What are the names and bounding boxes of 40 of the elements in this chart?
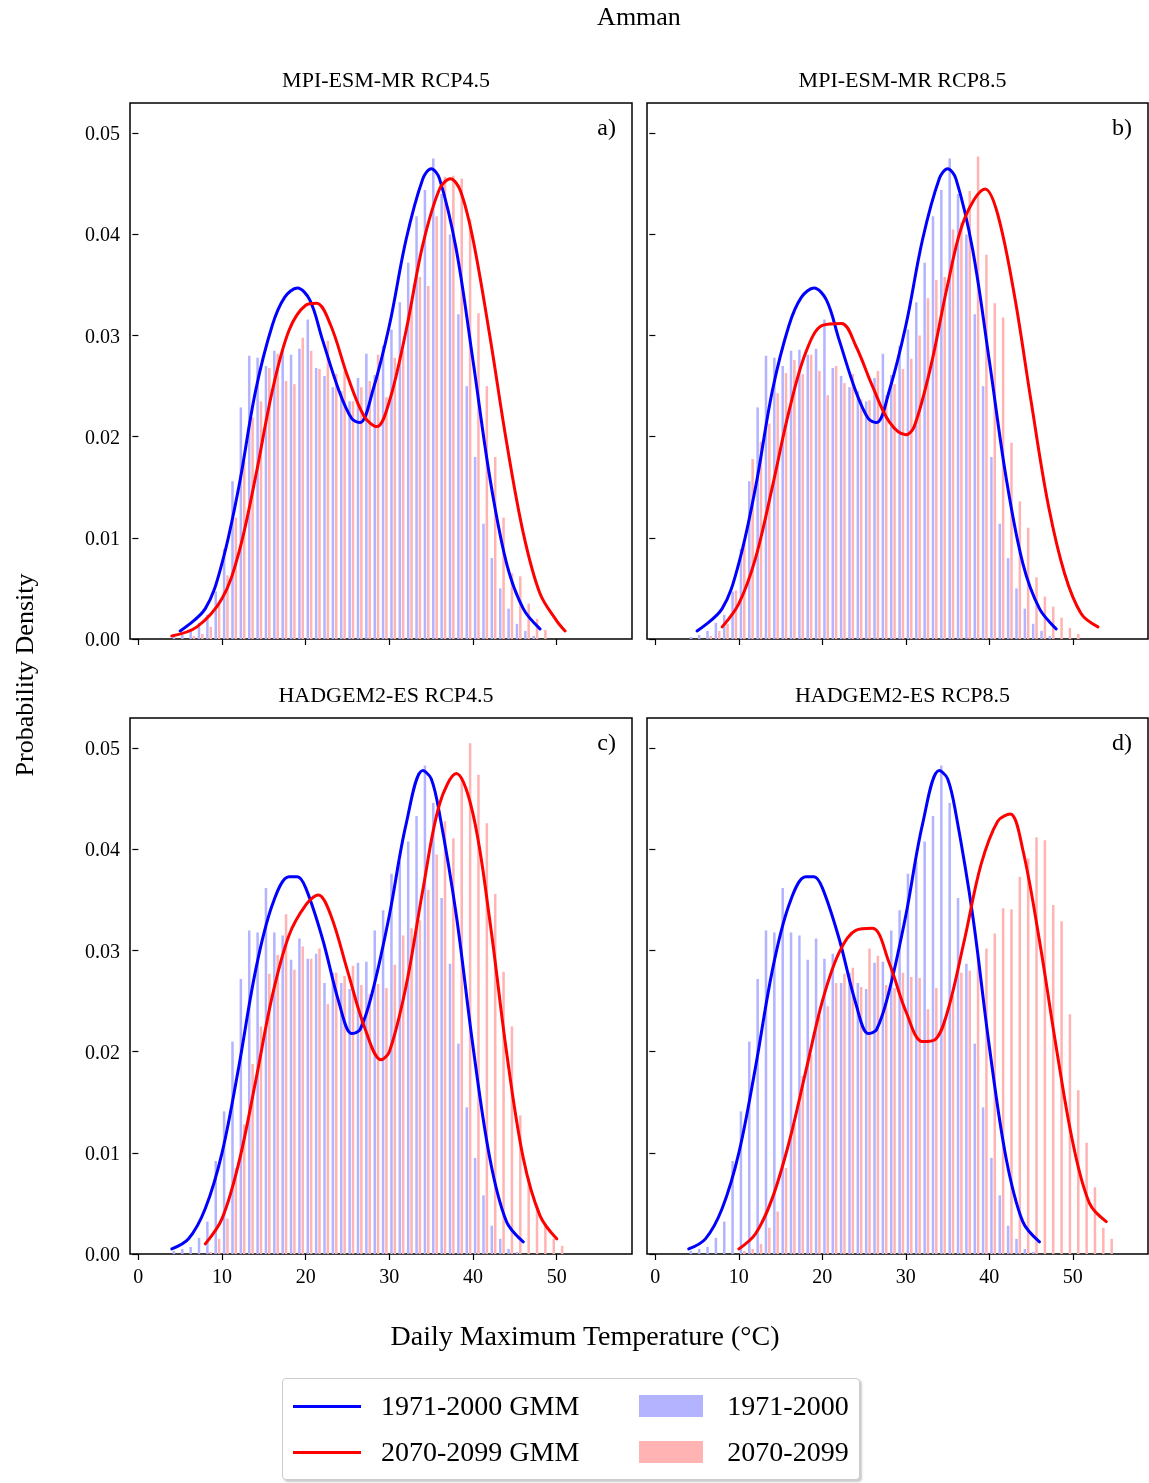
y-tick-label: 0.00 <box>85 1243 120 1265</box>
y-tick-label: 0.01 <box>85 1141 120 1164</box>
y-tick-label: 0.02 <box>85 1040 120 1063</box>
legend-label: 1971-2000 GMM <box>381 1390 580 1422</box>
x-tick-label: 40 <box>463 1265 484 1287</box>
y-tick-label: 0.04 <box>85 223 120 246</box>
chart-title: HADGEM2-ES RCP8.5 <box>794 681 1011 707</box>
x-tick-label: 0 <box>133 1265 144 1287</box>
line-series <box>170 769 525 1251</box>
x-tick-label: 10 <box>728 1265 749 1287</box>
chart-title: MPI-ESM-MR RCP8.5 <box>798 66 1007 92</box>
x-tick-label: 10 <box>212 1265 233 1287</box>
annotation: d) <box>1112 729 1133 755</box>
legend-label: 1971-2000 <box>727 1390 849 1422</box>
chart-title: HADGEM2-ES RCP4.5 <box>278 681 494 707</box>
x-tick-label: 40 <box>979 1265 1000 1287</box>
legend-label: 2070-2099 <box>727 1436 849 1468</box>
annotation: a) <box>597 114 617 140</box>
x-tick-label: 30 <box>379 1265 400 1287</box>
annotation: b) <box>1112 114 1133 140</box>
x-tick-label: 0 <box>650 1265 661 1287</box>
y-tick-label: 0.05 <box>85 122 120 145</box>
y-tick-label: 0.01 <box>85 526 120 549</box>
x-tick-label: 20 <box>295 1265 316 1287</box>
y-tick-label: 0.05 <box>85 737 120 760</box>
y-tick-label: 0.00 <box>85 628 120 650</box>
x-axis-title: Daily Maximum Temperature (°C) <box>389 1320 781 1352</box>
x-tick-label: 20 <box>812 1265 833 1287</box>
y-tick-label: 0.03 <box>85 324 120 347</box>
annotation: c) <box>597 729 617 755</box>
y-tick-label: 0.04 <box>85 838 120 861</box>
y-axis-title: Probability Density <box>10 573 40 777</box>
x-tick-label: 30 <box>895 1265 916 1287</box>
y-tick-label: 0.03 <box>85 939 120 962</box>
x-tick-label: 50 <box>546 1265 567 1287</box>
x-tick-label: 50 <box>1062 1265 1083 1287</box>
legend-label: 2070-2099 GMM <box>381 1436 580 1468</box>
y-tick-label: 0.02 <box>85 425 120 448</box>
text: Amman <box>596 2 682 32</box>
chart-title: MPI-ESM-MR RCP4.5 <box>282 66 490 92</box>
